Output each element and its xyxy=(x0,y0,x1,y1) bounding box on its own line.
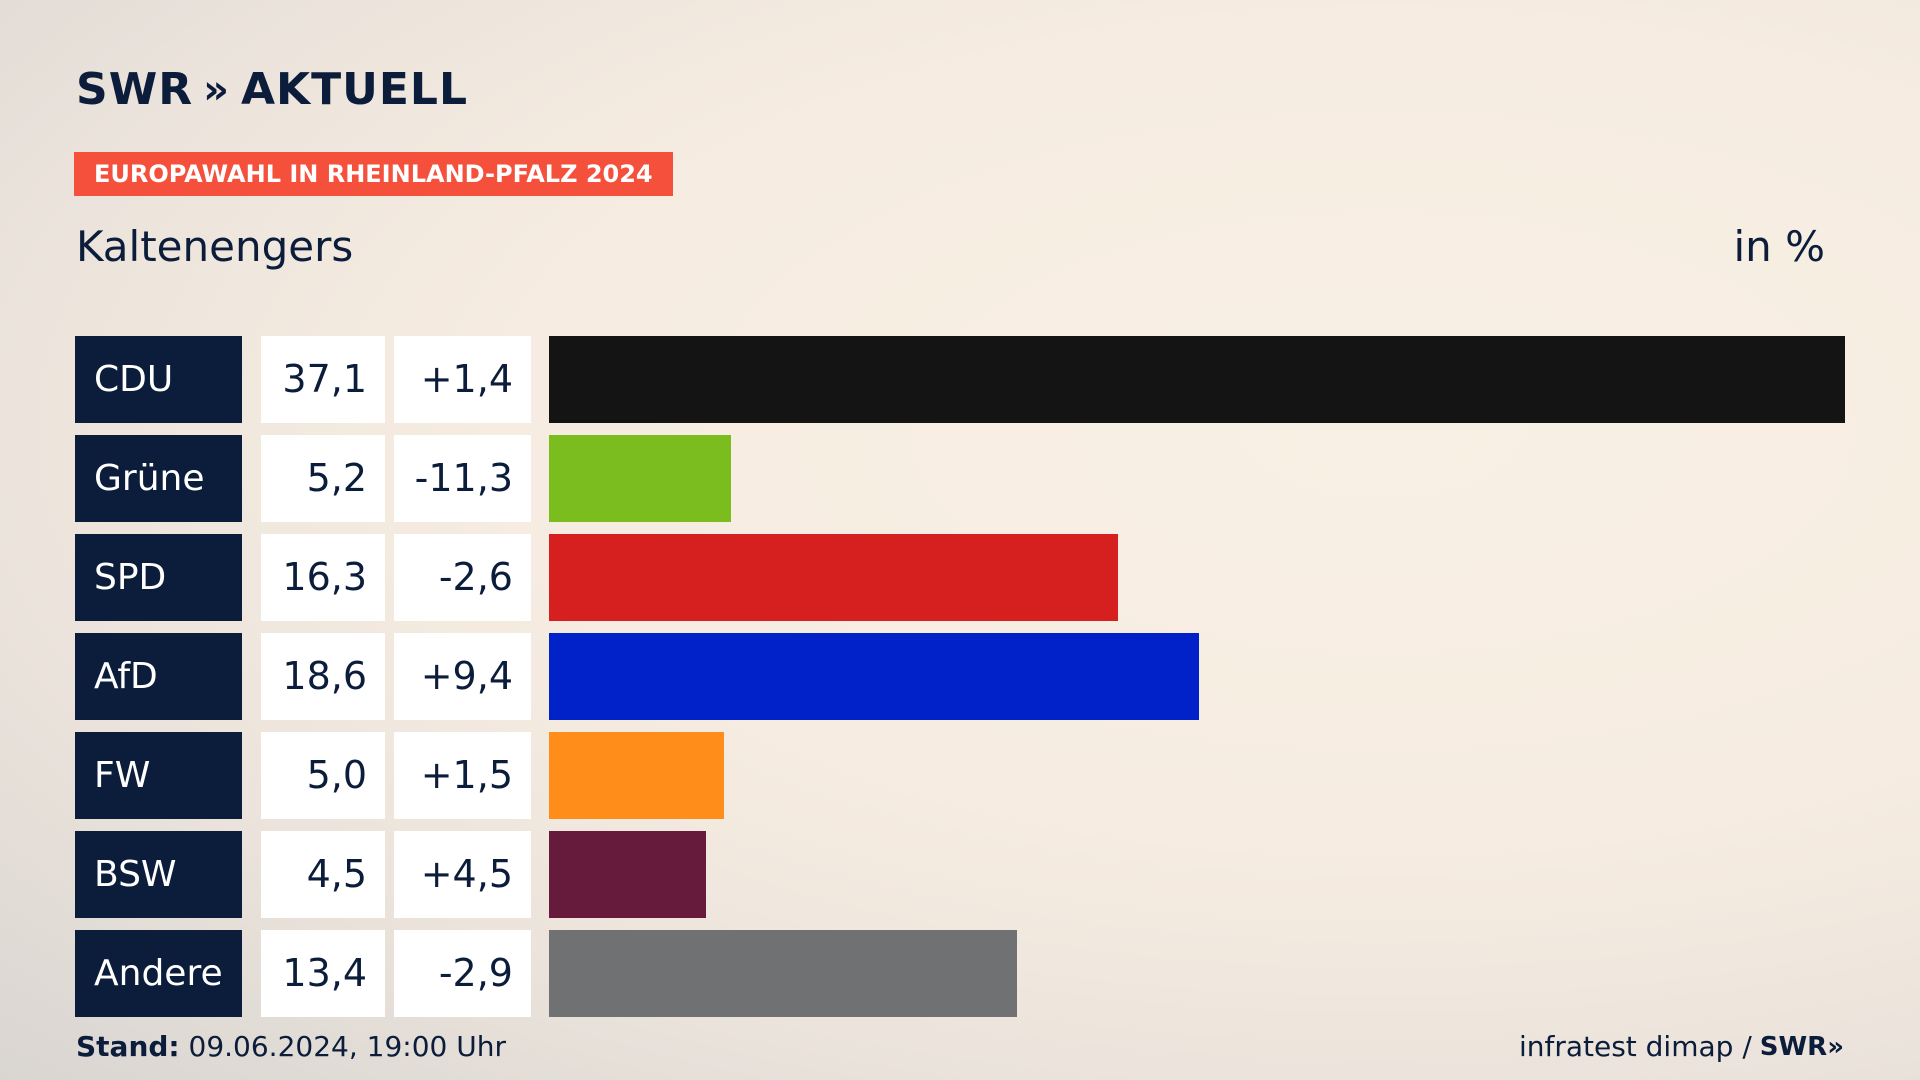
brand-suffix: AKTUELL xyxy=(240,64,468,115)
vote-change-value: -2,6 xyxy=(394,534,531,621)
source-text: infratest dimap / xyxy=(1518,1030,1752,1063)
party-label: AfD xyxy=(75,633,242,720)
place-title: Kaltenengers xyxy=(76,222,354,271)
vote-share-value: 13,4 xyxy=(261,930,385,1017)
party-label: SPD xyxy=(75,534,242,621)
brand-chevrons-icon: » xyxy=(203,66,229,113)
vote-change-value: +9,4 xyxy=(394,633,531,720)
result-bar xyxy=(549,534,1118,621)
result-bar xyxy=(549,633,1199,720)
unit-label: in % xyxy=(1733,222,1825,271)
vote-share-value: 4,5 xyxy=(261,831,385,918)
stand-label: Stand: xyxy=(76,1030,180,1063)
result-bar xyxy=(549,930,1017,1017)
result-bar xyxy=(549,336,1845,423)
result-row: BSW 4,5 +4,5 xyxy=(75,831,1845,918)
party-label: FW xyxy=(75,732,242,819)
vote-change-value: +1,4 xyxy=(394,336,531,423)
vote-change-value: +4,5 xyxy=(394,831,531,918)
swr-aktuell-logo: SWR » AKTUELL xyxy=(76,64,468,115)
party-label: BSW xyxy=(75,831,242,918)
brand-name: SWR xyxy=(76,64,194,115)
result-row: SPD 16,3 -2,6 xyxy=(75,534,1845,621)
timestamp: Stand: 09.06.2024, 19:00 Uhr xyxy=(76,1030,506,1063)
election-tag: EUROPAWAHL IN RHEINLAND-PFALZ 2024 xyxy=(74,152,673,196)
source-credit: infratest dimap / SWR» xyxy=(1519,1030,1844,1063)
vote-change-value: -11,3 xyxy=(394,435,531,522)
result-bar xyxy=(549,831,706,918)
vote-share-value: 18,6 xyxy=(261,633,385,720)
stand-value: 09.06.2024, 19:00 Uhr xyxy=(179,1030,506,1063)
result-row: CDU 37,1 +1,4 xyxy=(75,336,1845,423)
vote-share-value: 37,1 xyxy=(261,336,385,423)
vote-share-value: 5,0 xyxy=(261,732,385,819)
vote-share-value: 5,2 xyxy=(261,435,385,522)
vote-share-value: 16,3 xyxy=(261,534,385,621)
result-row: AfD 18,6 +9,4 xyxy=(75,633,1845,720)
result-bar xyxy=(549,435,731,522)
vote-change-value: -2,9 xyxy=(394,930,531,1017)
result-row: Andere 13,4 -2,9 xyxy=(75,930,1845,1017)
party-label: CDU xyxy=(75,336,242,423)
result-row: Grüne 5,2 -11,3 xyxy=(75,435,1845,522)
result-bar xyxy=(549,732,724,819)
result-row: FW 5,0 +1,5 xyxy=(75,732,1845,819)
party-label: Grüne xyxy=(75,435,242,522)
swr-mini-logo: SWR» xyxy=(1759,1031,1844,1062)
vote-change-value: +1,5 xyxy=(394,732,531,819)
party-label: Andere xyxy=(75,930,242,1017)
